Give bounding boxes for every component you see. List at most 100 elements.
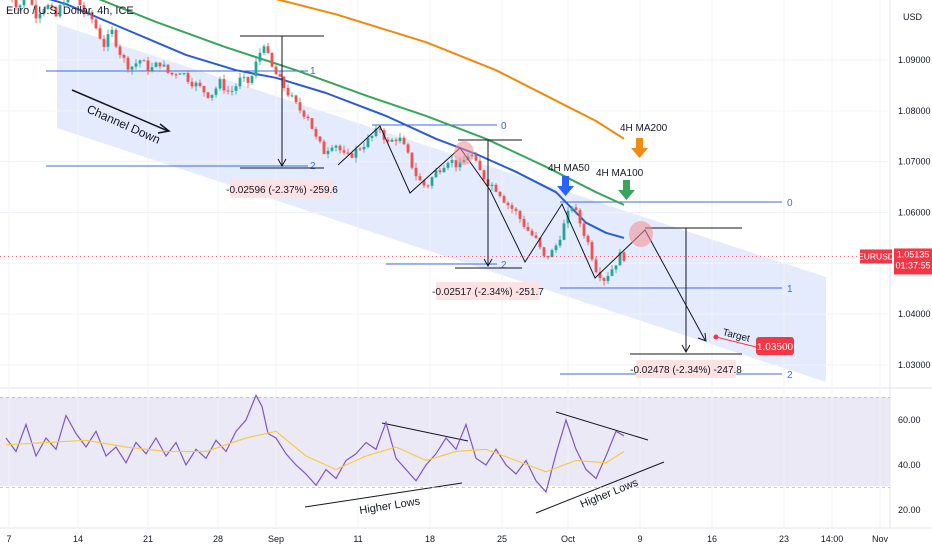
candle-body — [138, 60, 142, 64]
current-price-badge — [894, 248, 932, 275]
price-tick-label: 1.04000 — [898, 309, 931, 319]
channel-down-band — [57, 24, 826, 382]
candle-body — [574, 207, 578, 211]
candle-body — [322, 141, 326, 155]
candle-body — [354, 148, 358, 158]
rsi-overbought-oversold-band — [0, 397, 890, 486]
candle-body — [262, 46, 266, 53]
candle-body — [418, 176, 422, 181]
time-tick-label: Sep — [268, 534, 284, 544]
time-tick-label: 14:00 — [821, 534, 844, 544]
candle-body — [98, 28, 102, 39]
candle-body — [478, 160, 482, 171]
candle-body — [62, 2, 66, 6]
candle-body — [162, 64, 166, 67]
symbol-badge — [860, 249, 892, 264]
candle-body — [422, 180, 426, 186]
candle-body — [366, 137, 370, 147]
time-tick-label: 9 — [637, 534, 642, 544]
rsi-line — [5, 393, 625, 494]
candle-body — [454, 160, 458, 168]
symbol-title: Euro / U.S. Dollar, 4h, ICE — [6, 5, 134, 17]
ma100-label: 4H MA100 — [596, 168, 644, 179]
channel-down-arrow — [71, 89, 169, 132]
candle-body — [154, 62, 158, 68]
time-tick-label: 4 — [327, 534, 332, 544]
time-tick-label: 25 — [497, 534, 507, 544]
currency-label: USD — [903, 12, 923, 22]
candle-body — [610, 269, 614, 276]
measure-text: -0.02596 (-2.37%) -259.6 — [226, 185, 338, 196]
candle-body — [186, 73, 190, 82]
ma200-label: 4H MA200 — [620, 123, 668, 134]
candle-body — [210, 94, 214, 98]
candle-body — [594, 259, 598, 273]
candle-body — [538, 237, 542, 248]
candle-body — [578, 210, 582, 224]
candle-body — [58, 5, 62, 17]
bar-countdown: 01:37:55 — [895, 260, 930, 270]
fib-label: 2 — [310, 161, 316, 172]
measure-text: -0.02478 (-2.34%) -247.8 — [630, 365, 742, 376]
arrow-head — [157, 123, 171, 134]
target-value: 1.03500 — [757, 342, 794, 353]
candle-body — [338, 145, 342, 151]
candle-body — [190, 81, 194, 87]
candle-body — [234, 86, 238, 91]
candle-body — [414, 167, 418, 177]
candle-body — [398, 137, 402, 142]
rsi-trendline — [555, 411, 649, 441]
candle-body — [242, 76, 246, 78]
fib-label: 2 — [787, 370, 793, 381]
candle-body — [494, 184, 498, 192]
arrow-head — [483, 258, 493, 268]
rsi-trendline — [381, 422, 469, 442]
candle-body — [438, 170, 442, 173]
candle-body — [474, 154, 478, 161]
reversal-highlight — [629, 221, 653, 247]
swing-pattern-1 — [337, 125, 706, 341]
candle-body — [442, 167, 446, 173]
candle-body — [90, 12, 94, 20]
candle-body — [386, 139, 390, 142]
rsi-tick-label: 60.00 — [898, 415, 921, 425]
arrow-head — [681, 344, 691, 354]
candle-body — [446, 162, 450, 168]
candle-body — [18, 5, 22, 8]
candle-body — [618, 252, 622, 266]
candle-body — [202, 85, 206, 93]
candle-body — [42, 8, 46, 14]
candle-body — [530, 230, 534, 236]
candle-body — [302, 110, 306, 117]
candle-body — [258, 52, 262, 62]
candle-body — [174, 74, 178, 76]
candle-body — [570, 207, 574, 211]
candle-body — [118, 46, 122, 55]
target-connector — [715, 336, 757, 348]
candle-body — [166, 64, 170, 73]
candle-body — [126, 57, 130, 70]
candle-body — [134, 63, 138, 67]
fib-label: 0 — [501, 121, 507, 132]
candle-body — [374, 128, 378, 136]
arrow-head — [277, 158, 287, 168]
candle-body — [518, 210, 522, 219]
time-tick-label: 23 — [779, 534, 789, 544]
candle-body — [514, 208, 518, 211]
candle-body — [94, 19, 98, 29]
candle-body — [250, 76, 254, 83]
candle-body — [534, 235, 538, 238]
measure-box — [436, 282, 540, 300]
target-point — [713, 334, 719, 340]
candle-body — [406, 144, 410, 153]
candle-body — [170, 72, 174, 75]
candle-body — [278, 74, 282, 77]
fib-label: 0 — [787, 198, 793, 209]
candle-body — [178, 73, 182, 75]
candle-body — [390, 139, 394, 142]
candle-body — [598, 272, 602, 279]
price-tick-label: 1.03000 — [898, 360, 931, 370]
rsi-higher-lows-label: Higher Lows — [359, 495, 422, 516]
time-tick-label: 28 — [213, 534, 223, 544]
candle-body — [562, 223, 566, 240]
